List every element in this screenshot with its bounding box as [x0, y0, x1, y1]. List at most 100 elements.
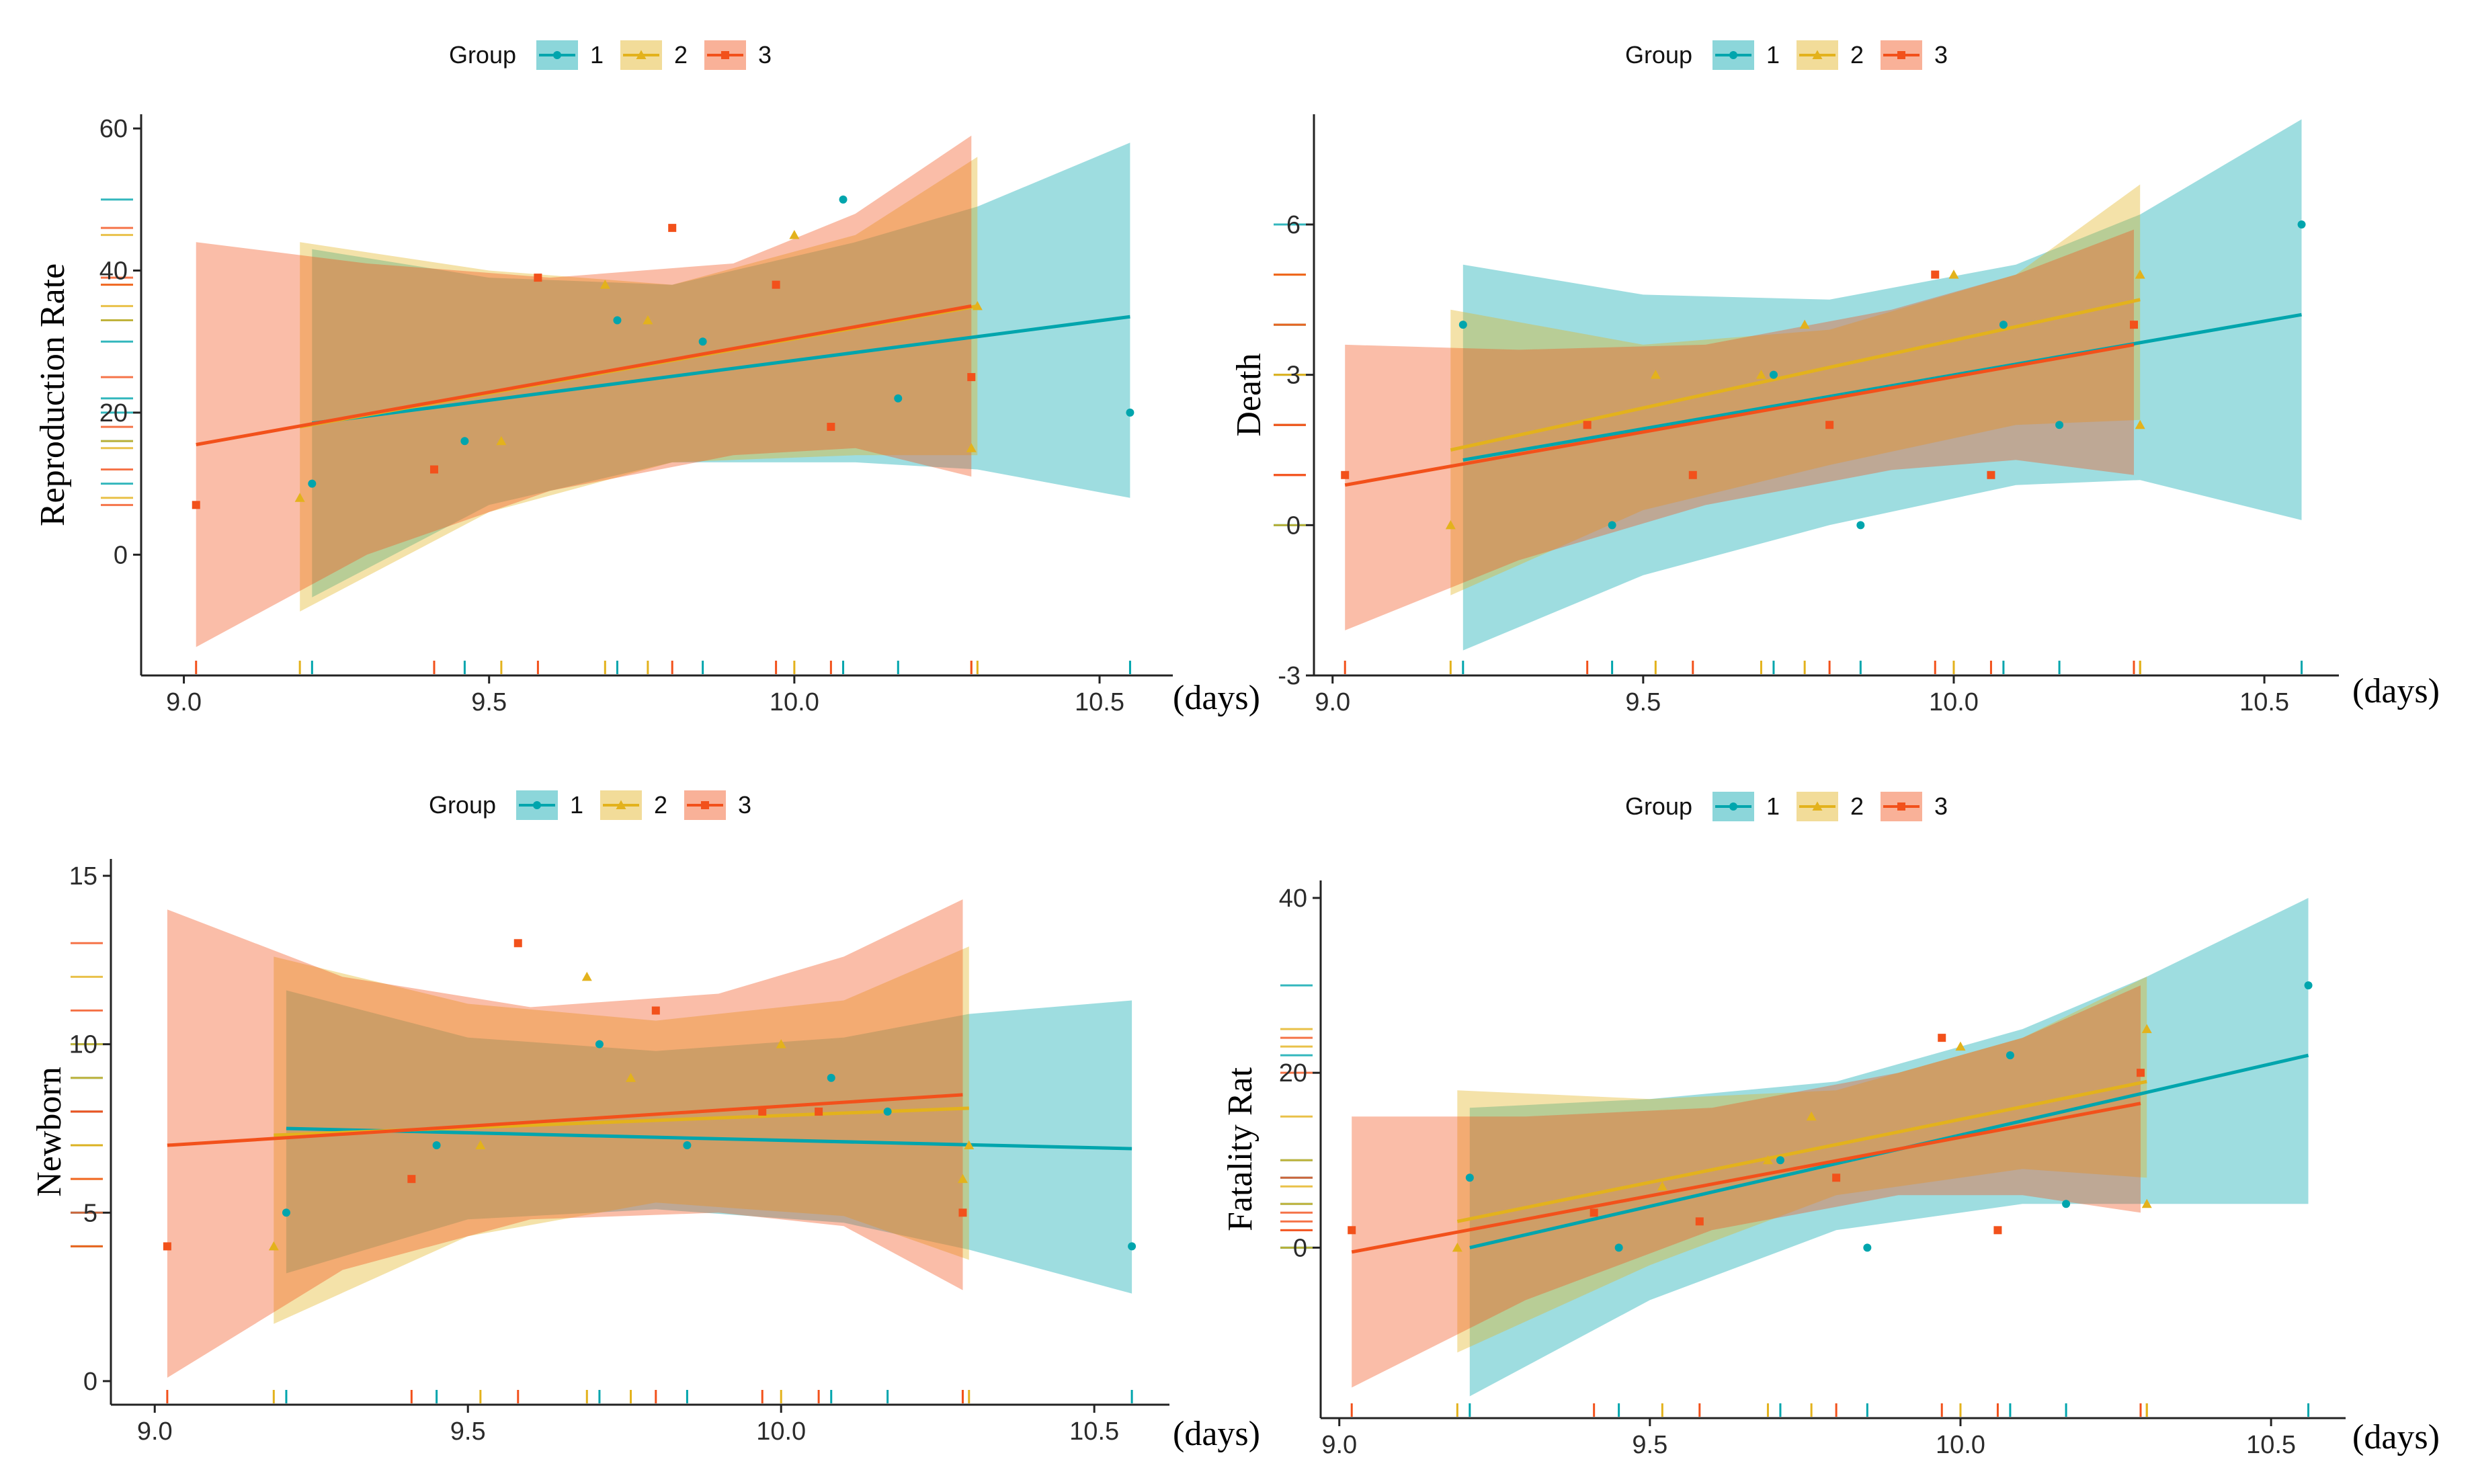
confidence-band-group-1	[1469, 898, 2309, 1397]
data-point-group-2	[964, 1140, 975, 1150]
data-point-group-2	[789, 230, 800, 239]
chart-panel-bottom-left: 9.0 9.5 10.0 10.5 0 5 10 15 Newborn (days) Group 1 2…	[30, 790, 1260, 1453]
y-tick-label: -3	[1278, 662, 1301, 690]
data-point-group-2	[475, 1140, 486, 1150]
y-tick-label: 6	[1286, 211, 1301, 239]
data-point-group-3	[958, 1208, 967, 1217]
legend-marker-group-1	[553, 51, 561, 59]
data-point-group-3	[1590, 1208, 1598, 1217]
data-point-group-1	[282, 1208, 290, 1217]
data-point-group-3	[1348, 1226, 1356, 1235]
data-point-group-2	[1650, 370, 1661, 379]
data-point-group-3	[1832, 1173, 1841, 1182]
chart-panel-top-left: 9.0 9.5 10.0 10.5 0 20 40 60 Reproduction Rate (d…	[34, 40, 1260, 717]
fit-line-group-1	[311, 315, 1130, 425]
data-point-group-3	[534, 274, 542, 282]
legend-marker-group-2	[636, 50, 647, 59]
legend-title: Group	[1625, 41, 1692, 69]
confidence-band-group-2	[1457, 977, 2147, 1353]
x-tick-label: 9.5	[450, 1417, 486, 1446]
chart-panel-bottom-right: 9.0 9.5 10.0 10.5 0 20 40 Fatality Rat (days) Gro…	[1221, 792, 2440, 1459]
data-point-group-3	[1938, 1034, 1946, 1042]
data-point-group-1	[827, 1073, 835, 1082]
data-point-group-3	[815, 1107, 823, 1116]
y-tick-label: 3	[1286, 362, 1301, 390]
y-tick-label: 40	[99, 257, 128, 286]
fit-line-group-1	[286, 1126, 1132, 1151]
data-point-group-1	[2055, 421, 2064, 429]
data-point-group-3	[651, 1006, 660, 1015]
data-point-group-2	[1948, 270, 1959, 279]
data-point-group-3	[163, 1242, 171, 1251]
x-tick-label: 10.0	[756, 1417, 806, 1446]
data-point-group-1	[698, 337, 707, 346]
data-point-group-2	[972, 300, 983, 311]
data-point-group-2	[1955, 1041, 1966, 1051]
fit-line-group-3	[1344, 343, 2135, 487]
data-point-group-1	[1614, 1243, 1623, 1252]
chart-panel-top-right: 9.0 9.5 10.0 10.5 -3 0 3 6 Death (days) Group 1 2 3	[1230, 40, 2440, 716]
legend-marker-group-1	[1729, 802, 1737, 811]
data-point-group-2	[776, 1039, 786, 1048]
data-point-group-1	[839, 195, 848, 204]
x-tick-label: 9.5	[1625, 688, 1661, 716]
data-point-group-2	[600, 280, 610, 289]
y-tick-label: 40	[1279, 884, 1307, 913]
confidence-band-group-3	[167, 899, 963, 1378]
data-point-group-1	[1608, 521, 1616, 530]
confidence-band-group-1	[1462, 119, 2302, 651]
x-tick-label: 10.5	[2239, 688, 2289, 716]
data-point-group-1	[1126, 408, 1134, 417]
data-point-group-3	[513, 939, 522, 948]
data-point-group-3	[1931, 270, 1940, 279]
data-point-group-1	[1465, 1173, 1474, 1182]
x-axis-unit-label: (days)	[2352, 672, 2440, 710]
data-point-group-2	[1756, 370, 1766, 379]
x-tick-label: 9.0	[1321, 1431, 1357, 1459]
data-point-group-1	[460, 437, 469, 446]
legend: Group 1 2 3	[429, 790, 751, 820]
data-point-group-1	[883, 1107, 892, 1116]
y-tick-label: 0	[1286, 511, 1301, 540]
x-tick-label: 10.5	[1069, 1417, 1119, 1446]
x-tick-label: 9.0	[166, 688, 202, 716]
legend-label-group-3: 3	[738, 791, 751, 819]
legend-label-group-1: 1	[570, 791, 583, 819]
y-tick-label: 15	[69, 862, 97, 891]
fit-line-group-3	[167, 1093, 963, 1147]
data-point-group-1	[1776, 1156, 1784, 1165]
legend: Group 1 2 3	[1625, 40, 1948, 70]
data-point-group-1	[2062, 1200, 2071, 1208]
x-tick-label: 10.5	[1075, 688, 1124, 716]
data-point-group-1	[2006, 1051, 2014, 1060]
y-tick-label: 5	[83, 1199, 97, 1227]
y-axis-label: Reproduction Rate	[34, 263, 72, 526]
legend-label-group-2: 2	[674, 41, 688, 69]
data-point-group-2	[581, 971, 592, 981]
data-point-group-3	[2130, 321, 2138, 329]
data-point-group-2	[966, 443, 977, 452]
data-point-group-2	[1657, 1181, 1667, 1191]
data-point-group-2	[268, 1241, 279, 1251]
y-axis-label: Fatality Rat	[1221, 1067, 1260, 1231]
fit-line-group-2	[1450, 298, 2141, 452]
legend-marker-group-3	[1897, 51, 1905, 59]
data-point-group-1	[683, 1141, 692, 1150]
data-point-group-2	[1799, 319, 1810, 329]
data-point-group-3	[2137, 1069, 2145, 1077]
data-point-group-3	[192, 501, 200, 509]
y-tick-label: 60	[99, 115, 128, 143]
legend: Group 1 2 3	[1625, 792, 1948, 821]
data-point-group-2	[626, 1073, 636, 1082]
data-point-group-3	[1688, 470, 1697, 479]
x-tick-label: 9.5	[1632, 1431, 1667, 1459]
y-tick-label: 0	[114, 541, 128, 569]
legend-label-group-1: 1	[590, 41, 604, 69]
data-point-group-3	[1987, 470, 1995, 479]
y-tick-label: 20	[1279, 1059, 1307, 1087]
legend-marker-group-3	[1897, 802, 1905, 811]
legend-marker-group-1	[533, 801, 541, 809]
data-point-group-3	[407, 1175, 416, 1184]
data-point-group-2	[2135, 270, 2145, 279]
fit-line-group-1	[1462, 313, 2302, 462]
